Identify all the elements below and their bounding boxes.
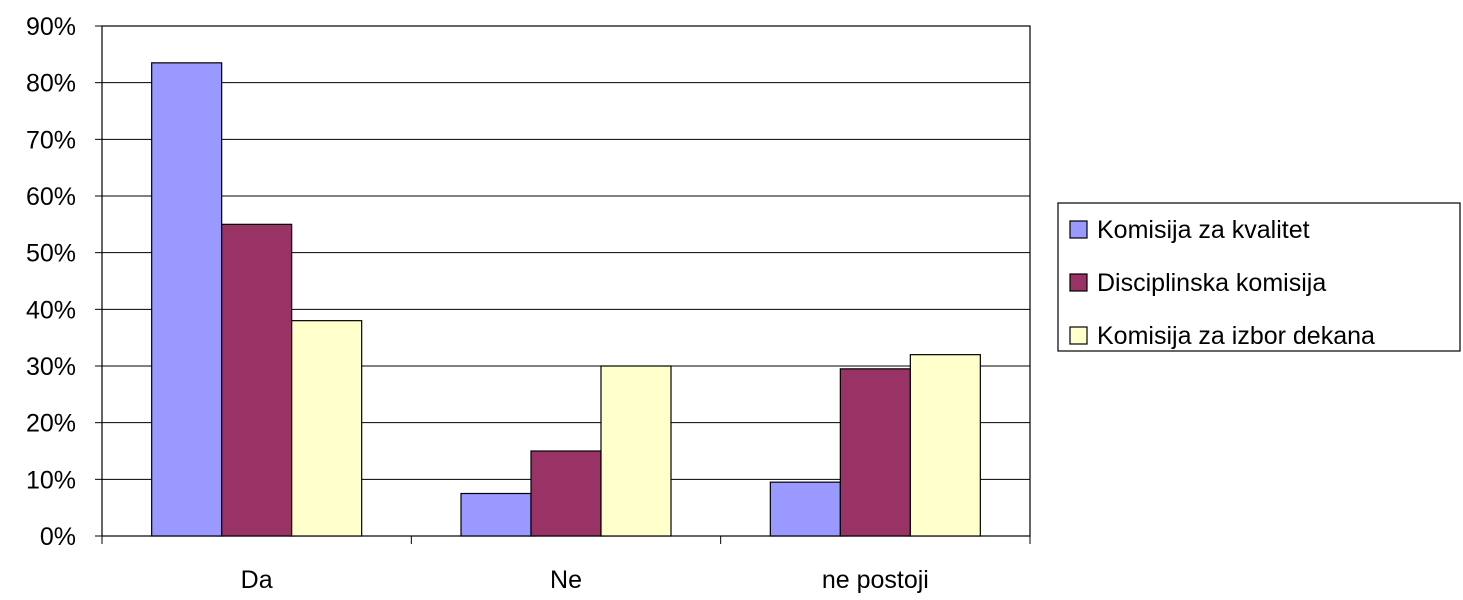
bar-komisija-za-izbor-dekana-da — [291, 320, 363, 537]
legend-label: Komisija za kvalitet — [1097, 216, 1310, 244]
legend-box — [1057, 202, 1461, 352]
y-tick-label: 0% — [40, 523, 76, 551]
y-tick-label: 10% — [26, 466, 76, 494]
bar-komisija-za-kvalitet-ne — [460, 492, 532, 537]
bar-komisija-za-kvalitet-ne-postoji — [769, 481, 841, 537]
y-tick-label: 90% — [26, 13, 76, 41]
bar-komisija-za-kvalitet-da — [151, 62, 223, 537]
bar-disciplinska-komisija-ne — [530, 450, 602, 537]
y-tick-label: 40% — [26, 296, 76, 324]
legend-swatch — [1069, 220, 1088, 239]
y-tick-label: 60% — [26, 183, 76, 211]
x-axis: Da Ne ne postoji — [101, 536, 1031, 594]
bar-komisija-za-izbor-dekana-ne-postoji — [909, 354, 981, 537]
bar-disciplinska-komisija-da — [221, 223, 293, 537]
y-tick-label: 30% — [26, 353, 76, 381]
y-tick-label: 20% — [26, 410, 76, 438]
y-tick-label: 70% — [26, 126, 76, 154]
bar-disciplinska-komisija-ne-postoji — [839, 368, 911, 537]
x-tick-label: ne postoji — [822, 566, 929, 594]
y-tick-label: 50% — [26, 240, 76, 268]
bar-komisija-za-izbor-dekana-ne — [600, 365, 672, 537]
legend-label: Disciplinska komisija — [1097, 269, 1326, 297]
x-tick-label: Da — [241, 566, 273, 594]
legend-swatch — [1069, 326, 1088, 345]
bars — [151, 62, 981, 537]
y-axis: 0% 10% 20% 30% 40% 50% 60% 70% 80% 90% — [26, 13, 102, 551]
legend-label: Komisija za izbor dekana — [1097, 322, 1375, 350]
y-tick-label: 80% — [26, 70, 76, 98]
x-tick-label: Ne — [550, 566, 582, 594]
legend-swatch — [1069, 273, 1088, 292]
legend: Komisija za kvalitet Disciplinska komisij… — [1057, 202, 1461, 352]
